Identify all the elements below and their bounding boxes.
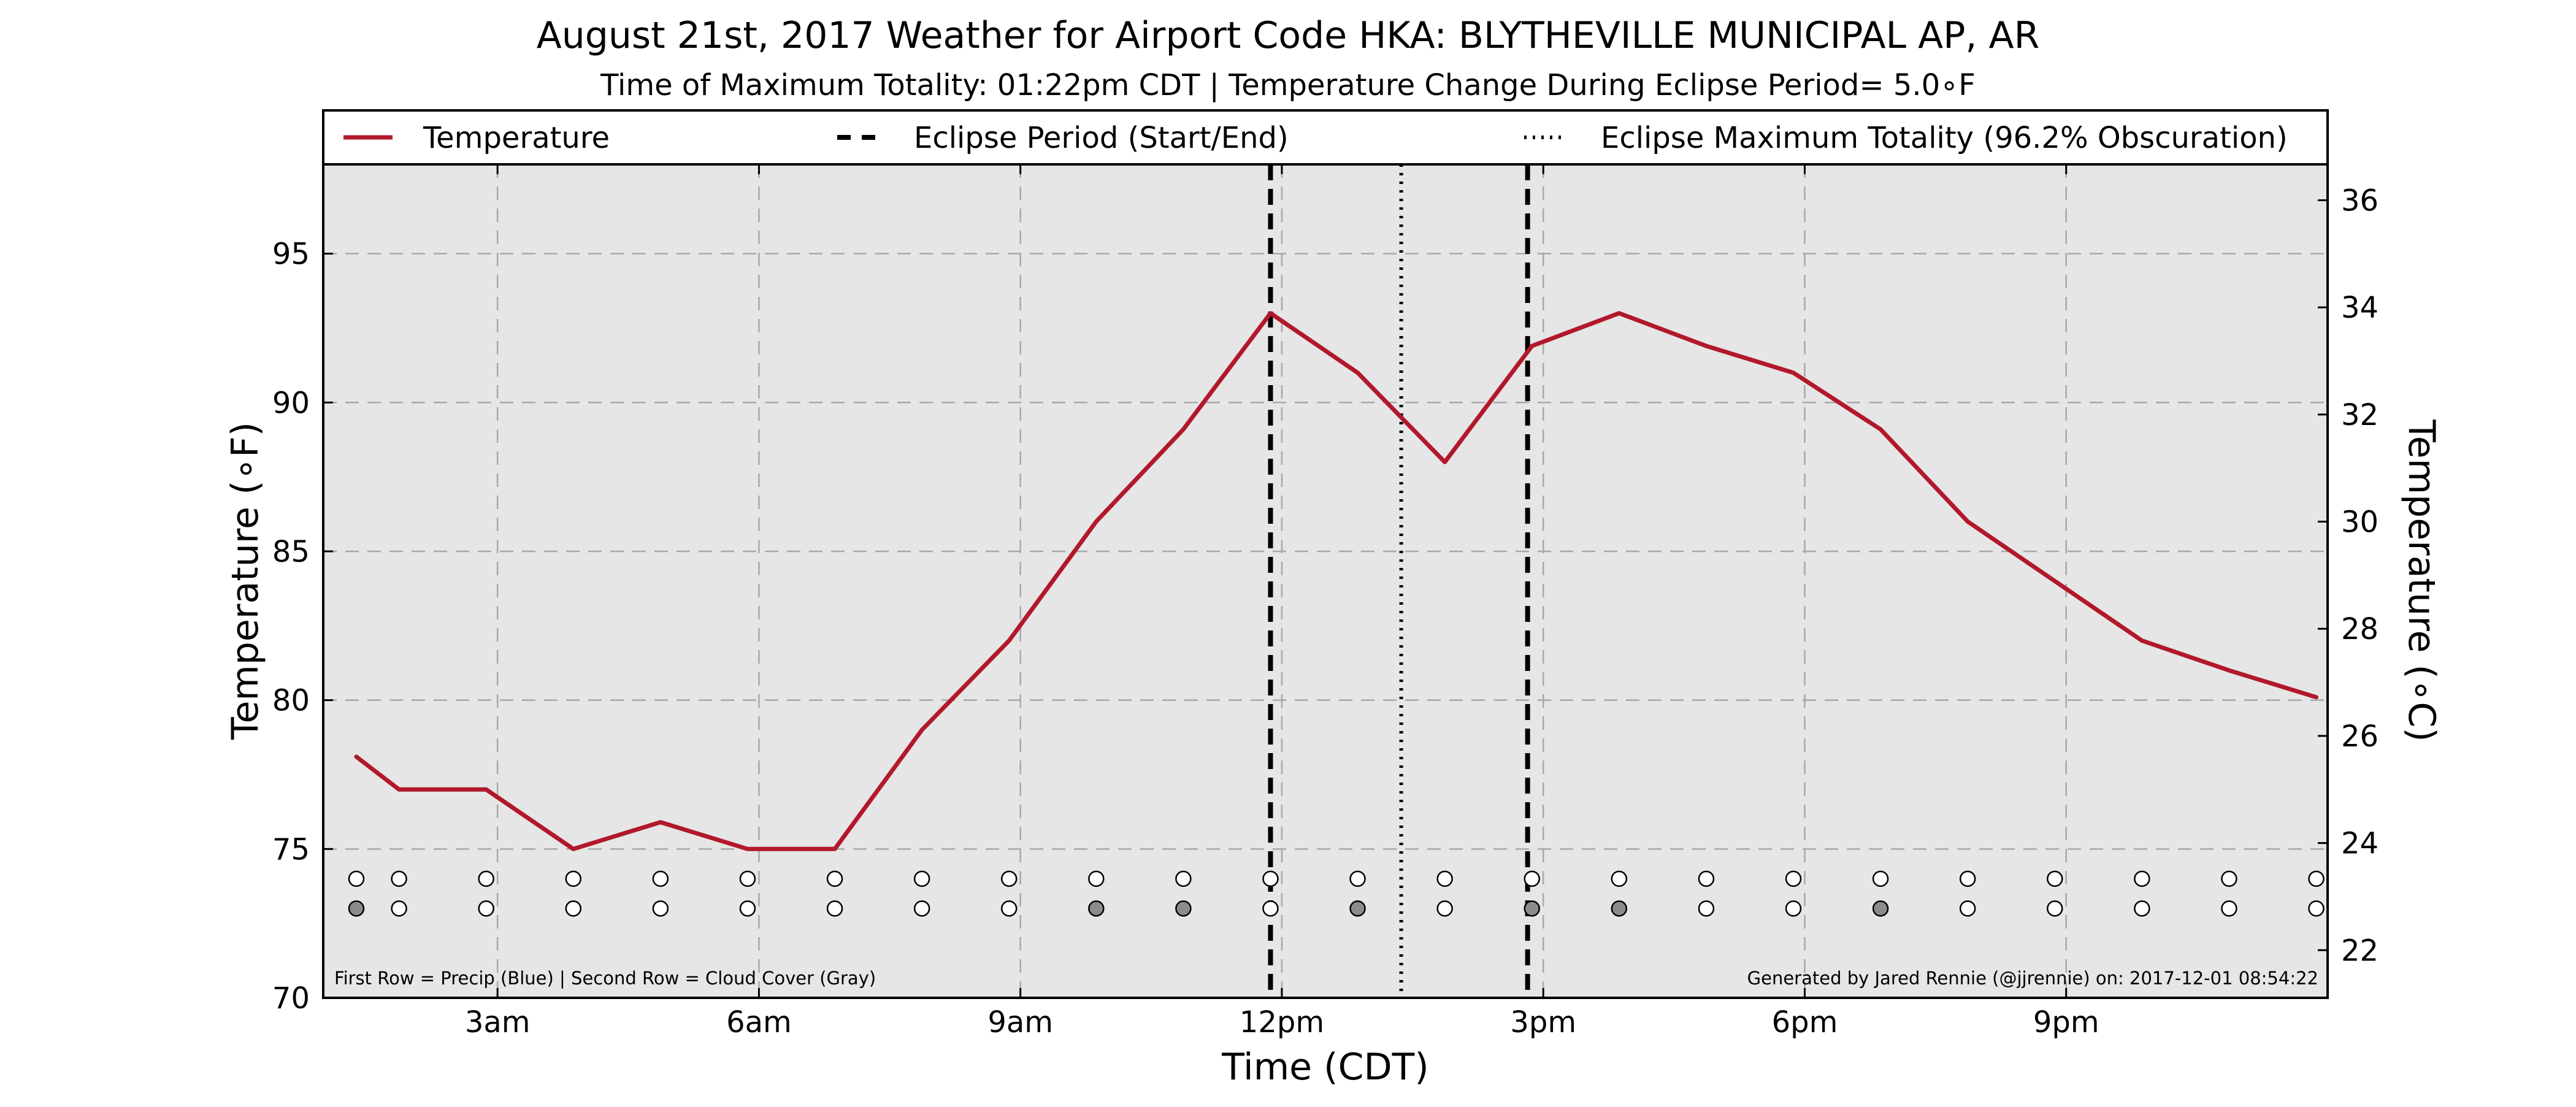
x-tick-label-2: 9am — [987, 1005, 1053, 1040]
precip-marker-8 — [1000, 870, 1018, 887]
y-right-tick-label-2: 26 — [2341, 719, 2379, 754]
cloud-marker-20 — [2047, 900, 2063, 917]
cloud-marker-12 — [1349, 900, 1366, 917]
precip-marker-12 — [1349, 870, 1366, 887]
precip-marker-5 — [739, 870, 756, 887]
y-right-tick-label-3: 28 — [2341, 612, 2379, 646]
precip-marker-14 — [1524, 870, 1540, 887]
cloud-marker-7 — [913, 900, 930, 917]
y-right-tick-label-4: 30 — [2341, 505, 2379, 540]
x-tick-label-1: 6am — [726, 1005, 792, 1040]
footnote-left: First Row = Precip (Blue) | Second Row =… — [334, 968, 876, 989]
cloud-marker-23 — [2308, 900, 2325, 917]
y-tick-label-5: 95 — [272, 237, 310, 272]
chart-title: August 21st, 2017 Weather for Airport Co… — [537, 14, 2040, 57]
y-tick-label-2: 80 — [272, 684, 310, 718]
precip-marker-1 — [391, 870, 407, 887]
precip-marker-23 — [2308, 870, 2325, 887]
cloud-marker-18 — [1872, 900, 1889, 917]
eclipse-lines — [1268, 164, 1530, 998]
cloud-marker-3 — [565, 900, 582, 917]
series-layer — [354, 311, 2318, 851]
y-right-tick-label-1: 24 — [2341, 827, 2379, 861]
legend-box — [322, 109, 2329, 166]
x-tick-label-5: 6pm — [1772, 1005, 1838, 1040]
precip-marker-7 — [913, 870, 930, 887]
cloud-marker-5 — [739, 900, 756, 917]
precip-marker-18 — [1872, 870, 1889, 887]
y-right-tick-label-5: 32 — [2341, 398, 2379, 432]
cloud-marker-10 — [1175, 900, 1192, 917]
precip-marker-3 — [565, 870, 582, 887]
precip-marker-22 — [2221, 870, 2237, 887]
x-tick-label-0: 3am — [465, 1005, 531, 1040]
legend-label-0: Temperature — [423, 121, 610, 155]
cloud-marker-2 — [478, 900, 494, 917]
cloud-marker-8 — [1000, 900, 1018, 917]
x-axis-label: Time (CDT) — [1221, 1046, 1428, 1089]
cloud-marker-17 — [1785, 900, 1802, 917]
precip-marker-17 — [1785, 870, 1802, 887]
y-tick-label-0: 70 — [272, 981, 310, 1016]
cloud-marker-14 — [1524, 900, 1540, 917]
precip-marker-11 — [1262, 870, 1279, 887]
legend-label-2: Eclipse Maximum Totality (96.2% Obscurat… — [1601, 121, 2288, 155]
cloud-marker-19 — [1959, 900, 1976, 917]
x-tick-label-6: 9pm — [2033, 1005, 2099, 1040]
y-axis-label: Temperature (∘F) — [224, 422, 267, 740]
marker-rows — [348, 870, 2325, 917]
y-tick-label-3: 85 — [272, 535, 310, 569]
cloud-marker-13 — [1436, 900, 1453, 917]
footnote-right: Generated by Jared Rennie (@jjrennie) on… — [1747, 968, 2318, 989]
legend: Temperature Eclipse Period (Start/End) Ecl… — [322, 109, 2329, 166]
legend-label-1: Eclipse Period (Start/End) — [914, 121, 1289, 155]
y-axis-left: 70 75 80 85 90 95 — [272, 237, 333, 1016]
cloud-marker-6 — [826, 900, 843, 917]
y-tick-label-1: 75 — [272, 832, 310, 867]
grid-layer — [323, 164, 2328, 998]
y-tick-label-4: 90 — [272, 386, 310, 420]
cloud-marker-22 — [2221, 900, 2237, 917]
y-axis-right: 22 24 26 28 30 32 34 36 — [2318, 184, 2379, 968]
precip-marker-4 — [652, 870, 669, 887]
precip-marker-21 — [2134, 870, 2150, 887]
cloud-marker-0 — [348, 900, 365, 917]
cloud-marker-16 — [1698, 900, 1715, 917]
precip-marker-20 — [2047, 870, 2063, 887]
cloud-marker-11 — [1262, 900, 1279, 917]
precip-marker-19 — [1959, 870, 1976, 887]
precip-marker-10 — [1175, 870, 1192, 887]
y-right-tick-label-7: 36 — [2341, 184, 2379, 218]
precip-marker-0 — [348, 870, 365, 887]
precip-marker-15 — [1611, 870, 1628, 887]
cloud-marker-21 — [2134, 900, 2150, 917]
x-tick-label-3: 12pm — [1240, 1005, 1324, 1040]
precip-marker-9 — [1088, 870, 1105, 887]
y-axis-label-right: Temperature (∘C) — [2400, 419, 2443, 741]
cloud-marker-15 — [1611, 900, 1628, 917]
cloud-marker-9 — [1088, 900, 1105, 917]
cloud-marker-1 — [391, 900, 407, 917]
precip-marker-2 — [478, 870, 494, 887]
y-right-tick-label-6: 34 — [2341, 291, 2379, 325]
plot-area — [323, 164, 2328, 998]
series-line-temperature — [354, 311, 2318, 851]
chart-subtitle: Time of Maximum Totality: 01:22pm CDT | … — [600, 68, 1976, 102]
y-right-tick-label-0: 22 — [2341, 933, 2379, 968]
x-axis: 3am 6am 9am 12pm 3pm 6pm 9pm — [465, 164, 2099, 1040]
precip-marker-13 — [1436, 870, 1453, 887]
precip-marker-6 — [826, 870, 843, 887]
x-tick-label-4: 3pm — [1510, 1005, 1576, 1040]
cloud-marker-4 — [652, 900, 669, 917]
precip-marker-16 — [1698, 870, 1715, 887]
